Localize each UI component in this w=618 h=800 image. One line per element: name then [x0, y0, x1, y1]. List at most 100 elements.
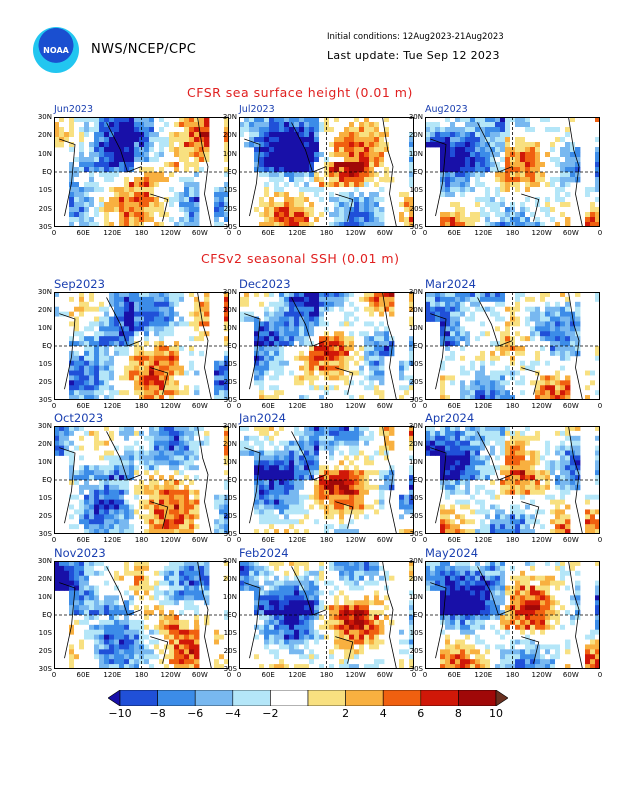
- y-tick-label: 20N: [37, 131, 52, 140]
- x-tick-label: 0: [51, 536, 57, 544]
- y-tick-label: 20N: [37, 440, 52, 448]
- x-tick-label: 180: [134, 536, 149, 544]
- colorbar-label: −6: [187, 707, 204, 720]
- y-tick-label: 10S: [409, 494, 423, 502]
- y-tick-label: EQ: [227, 476, 237, 484]
- x-tick-label: 120E: [103, 671, 122, 679]
- ssh-anomaly-map: [239, 117, 414, 227]
- x-tick-label: 0: [597, 671, 603, 679]
- colorbar-segment: [458, 690, 497, 706]
- x-tick-label: 120W: [345, 671, 366, 679]
- y-tick-label: EQ: [413, 611, 423, 619]
- x-tick-label: 180: [505, 536, 520, 544]
- x-tick-label: 120W: [345, 229, 366, 237]
- y-tick-label: 20N: [222, 440, 237, 448]
- panel-label: Jul2023: [239, 104, 275, 115]
- x-tick-label: 0: [411, 229, 417, 237]
- y-tick-label: 10S: [409, 629, 423, 637]
- y-tick-label: 20S: [409, 512, 423, 520]
- y-tick-label: 10N: [222, 458, 237, 466]
- y-tick-label: 20S: [38, 378, 52, 386]
- x-tick-label: 120E: [288, 536, 307, 544]
- panel-label: Sep2023: [54, 277, 105, 291]
- x-tick-label: 0: [411, 536, 417, 544]
- x-tick-label: 120W: [160, 536, 181, 544]
- cfsr-section-title: CFSR sea surface height (0.01 m): [187, 85, 413, 100]
- y-tick-label: 10N: [408, 149, 423, 158]
- y-tick-label: 10S: [223, 629, 237, 637]
- y-tick-label: 20S: [38, 647, 52, 655]
- x-tick-label: 0: [597, 536, 603, 544]
- y-tick-label: EQ: [413, 168, 423, 176]
- colorbar-label: 6: [417, 707, 425, 720]
- x-tick-label: 180: [134, 671, 149, 679]
- colorbar-segment: [382, 690, 422, 706]
- panel-label: Apr2024: [425, 411, 475, 425]
- y-tick-label: 20S: [223, 512, 237, 520]
- x-tick-label: 120E: [474, 402, 493, 410]
- y-tick-label: 10N: [222, 324, 237, 332]
- x-tick-label: 180: [319, 229, 334, 237]
- x-tick-label: 0: [236, 536, 242, 544]
- y-tick-label: 10S: [223, 186, 237, 195]
- x-tick-label: 60W: [562, 536, 579, 544]
- colorbar-label: 8: [454, 707, 462, 720]
- x-tick-label: 0: [422, 671, 428, 679]
- x-tick-label: 60W: [562, 671, 579, 679]
- x-tick-label: 0: [236, 671, 242, 679]
- x-tick-label: 120W: [531, 536, 552, 544]
- y-tick-label: 10S: [409, 186, 423, 195]
- x-tick-label: 180: [134, 402, 149, 410]
- y-tick-label: 20S: [223, 204, 237, 213]
- x-tick-label: 180: [319, 402, 334, 410]
- panel-label: Nov2023: [54, 546, 106, 560]
- y-tick-label: 20S: [38, 204, 52, 213]
- colorbar-segment: [307, 690, 346, 706]
- y-tick-label: 30S: [38, 223, 52, 231]
- x-tick-label: 60E: [447, 536, 461, 544]
- colorbar-label: −10: [108, 707, 132, 720]
- y-tick-label: 20N: [222, 131, 237, 140]
- ssh-anomaly-map: [425, 292, 600, 400]
- panel-label: May2024: [425, 546, 479, 560]
- y-tick-label: 10S: [409, 360, 423, 368]
- agency-label: NWS/NCEP/CPC: [91, 42, 197, 57]
- ssh-anomaly-map: [54, 292, 229, 400]
- y-tick-label: 10S: [38, 186, 52, 195]
- x-tick-label: 0: [422, 536, 428, 544]
- colorbar-label: −2: [262, 707, 279, 720]
- x-tick-label: 0: [226, 536, 232, 544]
- y-tick-label: 30N: [37, 288, 52, 296]
- x-tick-label: 120E: [103, 402, 122, 410]
- colorbar-label: −4: [224, 707, 241, 720]
- y-tick-label: 20S: [223, 378, 237, 386]
- y-tick-label: 20S: [409, 647, 423, 655]
- y-tick-label: 10N: [222, 593, 237, 601]
- x-tick-label: 0: [226, 229, 232, 237]
- x-tick-label: 0: [411, 671, 417, 679]
- y-tick-label: 30N: [222, 288, 237, 296]
- ssh-anomaly-map: [239, 561, 414, 669]
- x-tick-label: 60W: [562, 229, 579, 237]
- x-tick-label: 120E: [288, 402, 307, 410]
- y-tick-label: 20N: [408, 440, 423, 448]
- y-tick-label: EQ: [227, 168, 237, 176]
- y-tick-label: EQ: [227, 611, 237, 619]
- y-tick-label: 10S: [223, 360, 237, 368]
- x-tick-label: 0: [236, 402, 242, 410]
- y-tick-label: 20N: [222, 575, 237, 583]
- y-tick-label: 10N: [408, 593, 423, 601]
- y-tick-label: 30S: [223, 223, 237, 231]
- x-tick-label: 0: [236, 229, 242, 237]
- y-tick-label: 10S: [38, 360, 52, 368]
- y-tick-label: 30N: [37, 113, 52, 121]
- x-tick-label: 0: [422, 229, 428, 237]
- x-tick-label: 60E: [76, 229, 90, 237]
- x-tick-label: 180: [134, 229, 149, 237]
- y-tick-label: 30S: [38, 665, 52, 673]
- y-tick-label: 20N: [37, 306, 52, 314]
- panel-label: Aug2023: [425, 104, 468, 115]
- x-tick-label: 180: [505, 402, 520, 410]
- y-tick-label: 30N: [222, 113, 237, 121]
- y-tick-label: 10N: [37, 458, 52, 466]
